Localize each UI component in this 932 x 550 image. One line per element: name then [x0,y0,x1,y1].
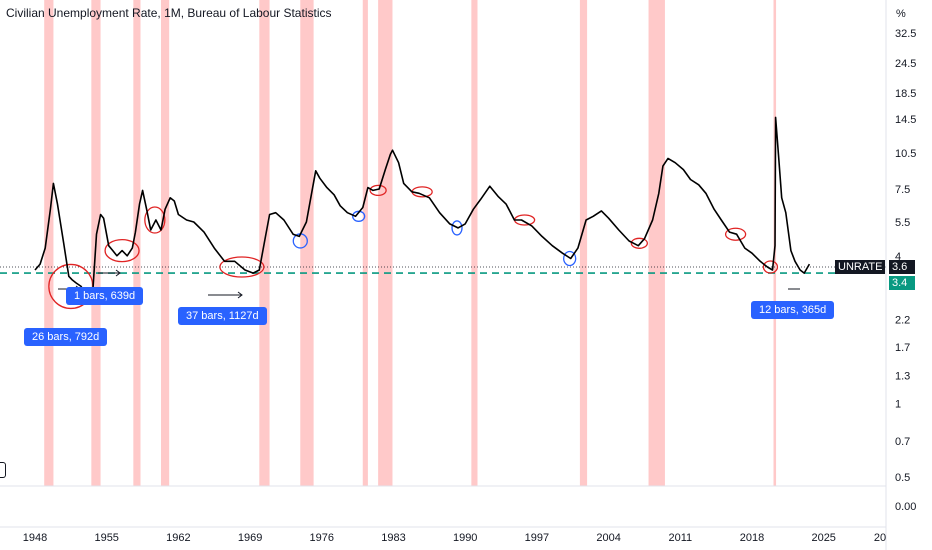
x-tick-label: 20 [874,532,886,544]
measure-arrow-head [115,269,121,277]
annotation-circle [104,238,140,263]
unit-label: % [896,8,906,20]
x-tick-label: 2004 [596,532,620,544]
y-tick-label: 2.2 [895,314,910,326]
y-tick-label: 1.3 [895,370,910,382]
current-value-tag: 3.6 [889,260,915,274]
measure-badge: 37 bars, 1127d [178,307,267,325]
annotation-circle [563,250,577,267]
reference-lines [0,266,886,274]
recession-band-2 [133,0,141,486]
measure-badge: 12 bars, 365d [751,301,835,319]
annotation-circle [451,220,463,236]
measure-arrow-head [237,291,243,299]
x-tick-label: 1955 [94,532,118,544]
recession-band-3 [160,0,170,486]
annotation-circle [369,184,387,197]
x-tick-label: 2011 [668,532,692,544]
x-tick-label: 1983 [381,532,405,544]
recession-bands [44,0,777,486]
annotation-circle [762,260,779,274]
y-tick-label: 18.5 [895,88,916,100]
annotation-circle [724,227,747,241]
x-tick-label: 1962 [166,532,190,544]
y-tick-label: 5.5 [895,217,910,229]
recession-band-9 [579,0,588,486]
y-tick-label: 4 [895,251,901,263]
series-line-unrate [34,116,811,303]
series-name-tag: UNRATE [835,260,886,274]
recession-band-10 [648,0,665,486]
x-tick-label: 1990 [453,532,477,544]
y-tick-label: 7.5 [895,184,910,196]
measure-badge: 26 bars, 792d [24,328,108,346]
annotation-circle [630,237,648,249]
annotation-circle [219,256,265,278]
measure-badge: 1 bars, 639d [66,287,144,305]
x-tick-label: 1948 [23,532,47,544]
y-tick-label: 24.5 [895,58,916,70]
recession-band-7 [378,0,393,486]
recession-band-8 [471,0,478,486]
recession-band-6 [362,0,368,486]
chart-title: Civilian Unemployment Rate, 1M, Bureau o… [6,6,332,20]
scale-lock-icon[interactable] [0,462,6,478]
y-tick-label: 1 [895,398,901,410]
x-tick-label: 1997 [525,532,549,544]
y-tick-label: 32.5 [895,28,916,40]
recession-band-0 [44,0,54,486]
x-tick-label: 1976 [310,532,334,544]
y-tick-label: 0.7 [895,436,910,448]
x-tick-label: 2018 [740,532,764,544]
reference-value-tag: 3.4 [889,276,915,290]
x-axis[interactable]: 1948 1955 1962 1969 1976 1983 1990 1997 2004 2011… [23,532,886,544]
y-axis[interactable]: 32.5 24.5 18.5 14.5 10.5 7.5 5.5 4 2.2 1.7 1.3 1 0.7… [895,28,916,484]
x-tick-label: 1969 [238,532,262,544]
lower-pane-value: 0.00 [895,501,916,513]
annotation-circle [144,206,166,234]
y-tick-label: 10.5 [895,148,916,160]
y-tick-label: 0.5 [895,472,910,484]
x-tick-label: 2025 [811,532,835,544]
y-tick-label: 1.7 [895,342,910,354]
y-tick-label: 14.5 [895,114,916,126]
